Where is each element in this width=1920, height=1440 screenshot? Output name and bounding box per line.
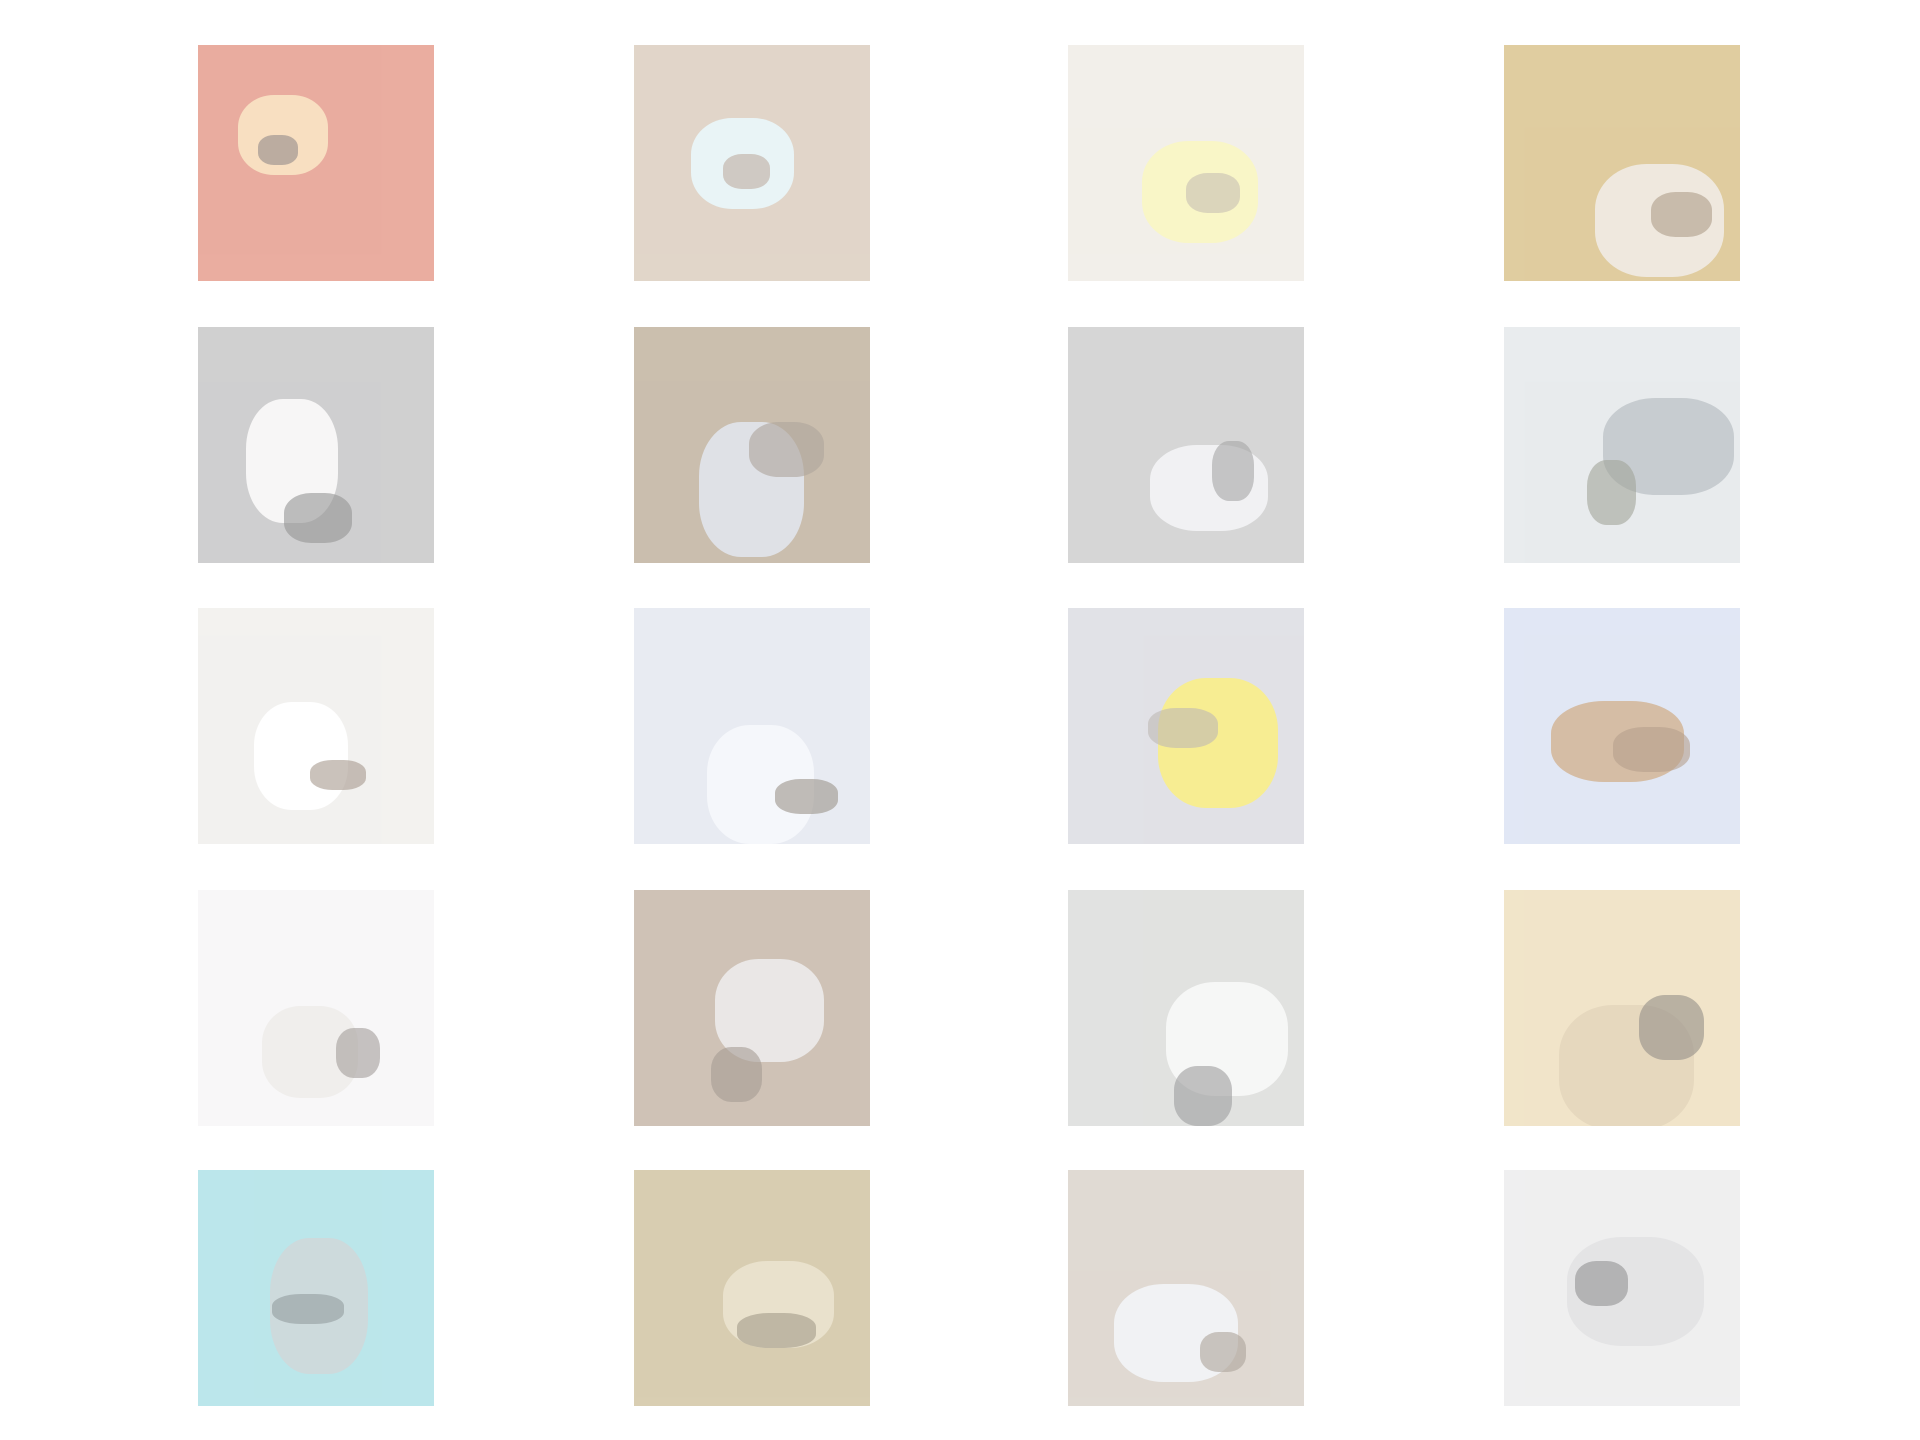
- image-region-dark: [272, 1294, 344, 1324]
- image-region-light: [1559, 1005, 1694, 1126]
- image-region-dark: [1200, 1332, 1246, 1372]
- image-region-dark: [1186, 173, 1240, 213]
- image-region-light: [1567, 1237, 1704, 1346]
- image-region-dark: [1575, 1261, 1628, 1306]
- image-region-dark: [258, 135, 298, 165]
- image-thumbnail: [634, 45, 870, 281]
- image-thumbnail: [1068, 890, 1304, 1126]
- image-thumbnail: [1068, 327, 1304, 563]
- image-region-light: [723, 1261, 834, 1348]
- image-thumbnail: [634, 327, 870, 563]
- image-region-light: [699, 422, 804, 557]
- image-region-light: [1551, 701, 1684, 782]
- image-region-dark: [336, 1028, 380, 1078]
- image-region-light: [691, 118, 794, 209]
- image-region-dark: [284, 493, 352, 543]
- image-thumbnail: [634, 890, 870, 1126]
- image-thumbnail: [1068, 608, 1304, 844]
- image-thumbnail: [198, 890, 434, 1126]
- image-region-light: [707, 725, 814, 844]
- image-region-dark: [723, 154, 770, 189]
- image-thumbnail: [198, 608, 434, 844]
- image-thumbnail: [1504, 1170, 1740, 1406]
- image-region-light: [238, 95, 328, 175]
- image-thumbnail: [1504, 327, 1740, 563]
- image-region-dark: [1639, 995, 1704, 1060]
- image-region-dark: [749, 422, 824, 477]
- image-region-dark: [1651, 192, 1712, 237]
- image-region-light: [715, 959, 824, 1062]
- image-region-dark: [775, 779, 838, 814]
- image-region-light: [1166, 982, 1288, 1096]
- image-region-light: [1158, 678, 1278, 808]
- image-region-light: [270, 1238, 368, 1374]
- image-region-dark: [310, 760, 366, 790]
- image-region-light: [254, 702, 348, 810]
- image-thumbnail: [1504, 608, 1740, 844]
- image-region-light: [1150, 445, 1268, 531]
- image-thumbnail: [634, 608, 870, 844]
- image-region-dark: [1174, 1066, 1232, 1126]
- image-region-light: [1114, 1284, 1238, 1382]
- image-region-dark: [1212, 441, 1254, 501]
- image-region-dark: [1587, 460, 1636, 525]
- image-region-light: [1603, 398, 1734, 495]
- image-region-light: [262, 1006, 358, 1098]
- image-thumbnail: [634, 1170, 870, 1406]
- image-region-dark: [737, 1313, 816, 1348]
- image-thumbnail: [198, 327, 434, 563]
- image-region-light: [1595, 164, 1724, 277]
- image-region-dark: [1613, 727, 1690, 772]
- image-region-light: [1142, 141, 1258, 243]
- image-thumbnail: [1068, 45, 1304, 281]
- image-region-dark: [711, 1047, 762, 1102]
- image-thumbnail: [198, 45, 434, 281]
- image-thumbnail: [1504, 890, 1740, 1126]
- image-thumbnail: [198, 1170, 434, 1406]
- image-region-dark: [1148, 708, 1218, 748]
- image-thumbnail: [1504, 45, 1740, 281]
- image-thumbnail: [1068, 1170, 1304, 1406]
- image-region-light: [246, 399, 338, 523]
